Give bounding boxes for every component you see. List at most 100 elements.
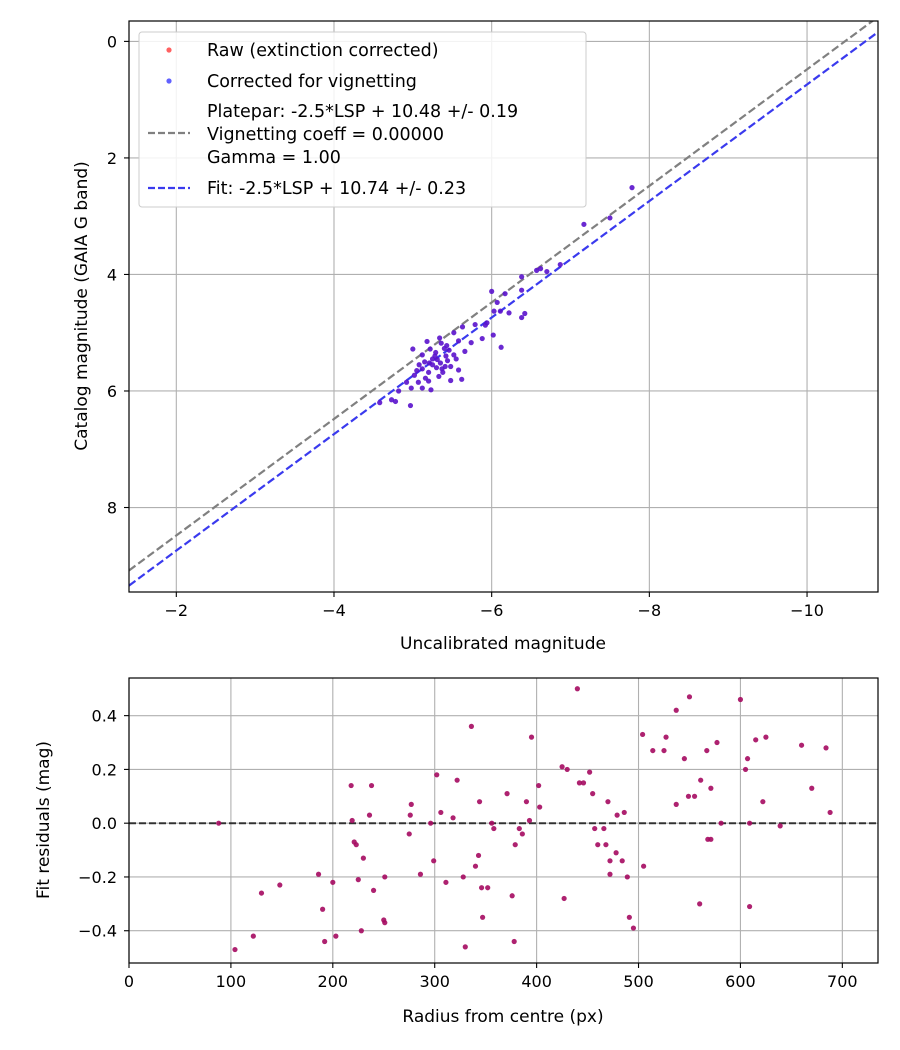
data-point: [753, 737, 759, 743]
y-tick-label: 0.0: [92, 814, 117, 833]
data-point: [590, 791, 596, 797]
legend: Raw (extinction corrected) Corrected for…: [138, 31, 587, 208]
data-point: [315, 871, 322, 877]
top-y-axis-label: Catalog magnitude (GAIA G band): [72, 161, 92, 451]
data-point: [494, 299, 500, 306]
data-point: [511, 938, 517, 945]
data-point: [564, 766, 570, 773]
data-point: [526, 817, 533, 824]
data-point: [388, 397, 395, 403]
x-tick-label: 600: [725, 972, 756, 991]
data-point: [450, 815, 456, 821]
data-point: [747, 820, 753, 826]
data-point: [459, 324, 466, 330]
data-point: [422, 375, 429, 381]
data-point: [366, 812, 373, 818]
data-point: [522, 310, 528, 317]
data-point: [827, 809, 833, 816]
data-point: [536, 782, 542, 789]
data-point: [537, 804, 543, 810]
data-point: [681, 756, 687, 762]
data-point: [407, 812, 413, 818]
data-point: [392, 398, 399, 405]
bottom-chart: 0 100 200 300 400 500 600 700−0.4−0.20.00.20.4 …: [34, 677, 879, 1027]
data-point: [544, 268, 550, 275]
data-point: [744, 756, 751, 762]
data-point: [823, 745, 829, 751]
data-point: [355, 877, 361, 883]
data-point: [428, 387, 434, 393]
data-point: [506, 310, 512, 316]
data-point: [718, 820, 724, 826]
data-point: [489, 820, 495, 826]
data-point: [485, 885, 491, 891]
x-tick-label: 100: [216, 972, 247, 991]
data-point: [368, 782, 375, 789]
data-point: [534, 267, 540, 273]
x-tick-label: 400: [521, 972, 552, 991]
top-x-axis-label: Uncalibrated magnitude: [400, 634, 606, 654]
data-point: [650, 747, 656, 754]
legend-raw-marker: [166, 47, 172, 53]
y-tick-label: 6: [107, 382, 117, 401]
data-point: [537, 266, 544, 272]
data-point: [408, 385, 414, 391]
x-tick-label: 0: [124, 972, 134, 991]
data-point: [446, 347, 452, 353]
data-point: [624, 874, 630, 880]
x-tick-label: 300: [419, 972, 450, 991]
data-point: [330, 879, 336, 885]
data-point: [561, 895, 567, 902]
data-point: [619, 858, 625, 864]
data-point: [777, 823, 783, 829]
data-point: [698, 777, 704, 783]
data-point: [519, 274, 525, 280]
legend-gamma-label: Gamma = 1.00: [207, 148, 341, 168]
data-point: [498, 344, 504, 350]
data-point: [417, 871, 424, 877]
data-point: [427, 346, 433, 352]
line-fit: [129, 31, 878, 587]
x-tick-label: −4: [322, 601, 346, 620]
data-point: [661, 747, 667, 754]
data-point: [472, 863, 479, 869]
data-point: [576, 780, 583, 786]
data-point: [476, 799, 483, 805]
top-ticks: −2 −4 −6 −8 −10 0 2 4 6 8: [107, 32, 824, 620]
top-axes-frame: [128, 20, 879, 593]
bottom-gridlines: [128, 678, 878, 963]
y-tick-label: −0.4: [78, 922, 117, 941]
data-point: [528, 734, 535, 740]
data-point: [737, 696, 744, 703]
data-point: [416, 362, 422, 368]
data-point: [491, 825, 497, 832]
data-point: [559, 764, 565, 770]
data-point: [396, 388, 402, 394]
data-point: [360, 855, 366, 861]
y-tick-label: 8: [107, 499, 117, 518]
data-point: [443, 879, 449, 885]
x-tick-label: −6: [480, 601, 504, 620]
data-point: [587, 769, 593, 775]
data-point: [489, 288, 495, 294]
data-point: [382, 874, 388, 880]
data-point: [320, 906, 326, 912]
data-point: [358, 928, 364, 934]
data-point: [595, 842, 601, 848]
data-point: [442, 363, 448, 370]
data-point: [436, 373, 442, 380]
data-point: [760, 799, 766, 805]
data-point: [509, 893, 515, 899]
legend-vignetting-label: Vignetting coeff = 0.00000: [207, 125, 444, 145]
data-point: [448, 363, 454, 370]
data-point: [691, 793, 698, 799]
data-point: [626, 914, 632, 920]
data-point: [277, 882, 283, 888]
data-point: [686, 694, 693, 700]
data-point: [614, 812, 620, 818]
data-point: [382, 920, 388, 926]
data-point: [557, 261, 563, 268]
data-point: [468, 340, 474, 346]
data-point: [455, 367, 462, 373]
data-point: [431, 858, 437, 864]
